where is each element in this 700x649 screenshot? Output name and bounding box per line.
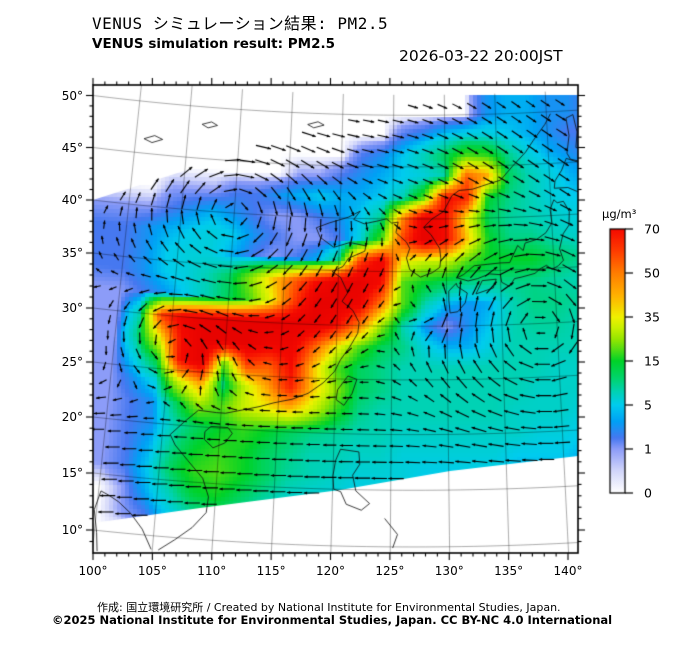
lon-tick-label: 100° (78, 564, 108, 578)
lon-tick-label: 120° (316, 564, 345, 578)
lon-tick-label: 135° (494, 564, 524, 578)
colorbar-unit: µg/m³ (602, 207, 637, 221)
lat-tick-label: 35° (61, 246, 83, 260)
colorbar-tick-label: 0 (644, 485, 652, 501)
lat-tick-label: 40° (61, 193, 83, 207)
timestamp: 2026-03-22 20:00JST (399, 47, 563, 65)
lat-tick-label: 30° (61, 301, 83, 315)
lat-tick-label: 10° (61, 523, 83, 537)
colorbar-tick-label: 35 (644, 309, 660, 325)
colorbar-tick-label: 15 (644, 353, 660, 369)
colorbar-tick-label: 50 (644, 265, 660, 281)
lon-tick-label: 110° (197, 564, 227, 578)
page-title-english: VENUS simulation result: PM2.5 (92, 36, 335, 52)
lon-tick-label: 125° (375, 564, 405, 578)
lon-tick-label: 140° (553, 564, 583, 578)
credit-line: 作成: 国立環境研究所 / Created by National Instit… (97, 601, 561, 614)
lat-tick-label: 25° (61, 355, 83, 369)
lat-tick-label: 15° (61, 466, 83, 480)
colorbar-tick-label: 1 (644, 441, 652, 457)
lon-tick-label: 115° (256, 564, 286, 578)
colorbar-tick-label: 5 (644, 397, 652, 413)
lon-tick-label: 130° (434, 564, 464, 578)
page-title-japanese: VENUS シミュレーション結果: PM2.5 (92, 14, 389, 33)
lon-tick-label: 105° (137, 564, 167, 578)
colorbar-tick-label: 70 (644, 221, 660, 237)
lat-tick-label: 20° (61, 410, 83, 424)
lat-tick-label: 50° (61, 88, 83, 103)
license-line: ©2025 National Institute for Environment… (52, 613, 613, 627)
lat-tick-label: 45° (61, 140, 83, 155)
